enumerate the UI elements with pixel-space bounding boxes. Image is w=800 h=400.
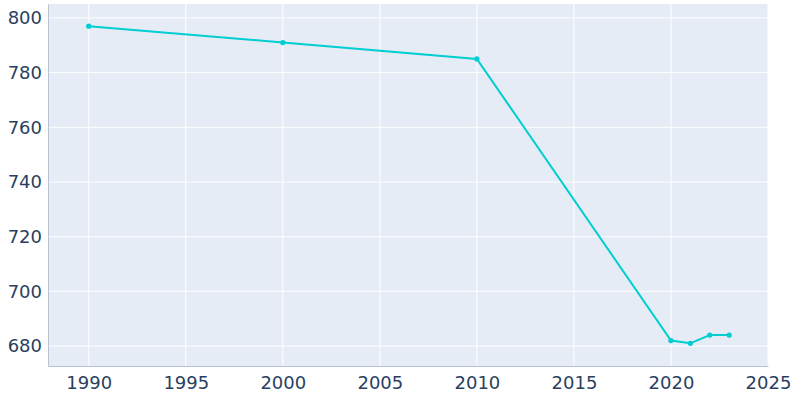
y-axis: 680 700 720 740 760 780 800 (8, 5, 49, 367)
y-tick: 720 (8, 226, 48, 247)
marker (474, 56, 479, 61)
line (89, 26, 729, 343)
grid-line-x (88, 4, 89, 366)
grid-line-x (573, 4, 574, 366)
marker (707, 332, 712, 337)
x-tick: 1995 (163, 366, 209, 393)
y-tick-label: 780 (8, 62, 42, 83)
marker (280, 40, 285, 45)
x-tick-label: 1990 (66, 372, 112, 393)
x-tick: 2005 (357, 366, 403, 393)
x-axis: 1990 1995 2000 2005 2010 2015 2020 2025 (49, 366, 792, 393)
plot: 1990 1995 2000 2005 2010 2015 2020 2025 680 700 72… (8, 4, 792, 393)
y-tick: 680 (8, 335, 48, 356)
grid-line-x (282, 4, 283, 366)
y-tick-label: 720 (8, 226, 42, 247)
y-tick: 760 (8, 117, 48, 138)
chart: 1990 1995 2000 2005 2010 2015 2020 2025 680 700 72… (0, 0, 800, 400)
y-tick-label: 740 (8, 171, 42, 192)
x-tick-label: 1995 (163, 372, 209, 393)
y-tick-label: 800 (8, 7, 42, 28)
marker (86, 24, 91, 29)
x-tick-label: 2025 (746, 372, 792, 393)
x-tick: 2010 (454, 366, 500, 393)
x-tick-label: 2005 (357, 372, 403, 393)
grid-line-y (48, 127, 768, 128)
grid-line-y (48, 236, 768, 237)
marker (668, 338, 673, 343)
marker (727, 332, 732, 337)
y-tick: 700 (8, 281, 48, 302)
series (86, 24, 732, 346)
grid-line-y (48, 291, 768, 292)
x-axis-line (49, 366, 769, 367)
y-axis-line (48, 5, 49, 367)
x-tick: 1990 (66, 366, 112, 393)
grid-line-y (48, 346, 768, 347)
y-tick-label: 680 (8, 335, 42, 356)
x-tick-label: 2000 (260, 372, 306, 393)
y-tick: 800 (8, 7, 48, 28)
grid-line-y (48, 17, 768, 18)
y-tick: 780 (8, 62, 48, 83)
x-tick: 2015 (552, 366, 598, 393)
grid-line-y (48, 181, 768, 182)
grid-line-x (768, 4, 769, 366)
grid-line-y (48, 72, 768, 73)
y-tick-label: 700 (8, 281, 42, 302)
x-tick: 2025 (746, 366, 792, 393)
x-tick-label: 2015 (552, 372, 598, 393)
y-tick-label: 760 (8, 117, 42, 138)
grid-line-x (379, 4, 380, 366)
grid-line-x (670, 4, 671, 366)
x-tick-label: 2010 (454, 372, 500, 393)
y-tick: 740 (8, 171, 48, 192)
x-tick-label: 2020 (649, 372, 695, 393)
grid (48, 4, 768, 366)
plot-background (48, 4, 768, 366)
marker (688, 341, 693, 346)
x-tick: 2000 (260, 366, 306, 393)
x-tick: 2020 (649, 366, 695, 393)
grid-line-x (185, 4, 186, 366)
